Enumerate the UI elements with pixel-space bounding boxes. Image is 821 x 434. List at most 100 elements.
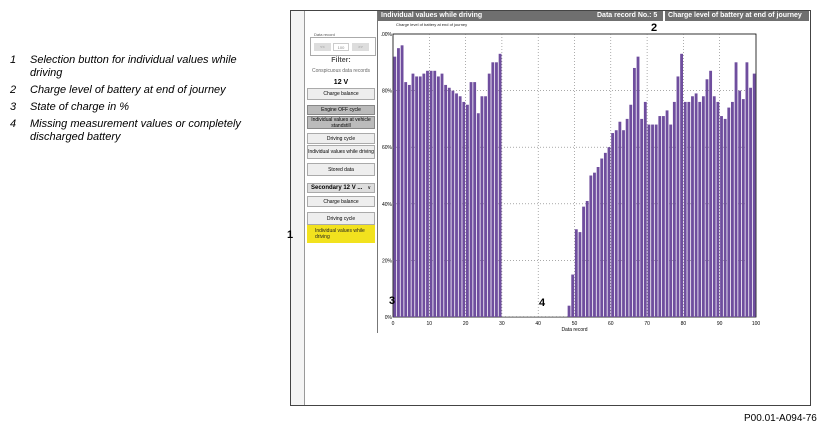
data-bar <box>585 200 589 317</box>
data-bar <box>643 101 647 317</box>
missing-value-marker <box>505 316 509 317</box>
data-bar <box>730 101 734 317</box>
data-bar <box>723 118 727 318</box>
data-bar <box>611 133 615 317</box>
callout-1: 1 <box>287 229 294 241</box>
data-bar <box>691 96 694 317</box>
data-bar <box>484 96 487 317</box>
x-tick-label: 30 <box>499 321 505 327</box>
data-bar <box>589 175 593 317</box>
data-bar <box>447 87 451 318</box>
data-bar <box>694 93 698 318</box>
data-bar <box>614 130 618 317</box>
engine-off-cycle-button[interactable]: Engine OFF cycle <box>307 105 375 115</box>
data-bar <box>716 101 720 317</box>
data-bar <box>451 90 455 317</box>
conspicuous-records-link[interactable]: Conspicuous data records <box>311 68 371 74</box>
record-number-field[interactable]: 100 <box>333 43 349 51</box>
missing-value-marker <box>516 316 520 317</box>
y-tick-label: 80% <box>382 89 393 95</box>
x-tick-label: 80 <box>681 321 687 327</box>
next-record-button[interactable]: >> <box>352 43 369 51</box>
legend-number: 2 <box>10 84 17 96</box>
chart-header: Individual values while driving Data rec… <box>378 11 809 21</box>
data-record-selector: Data record << 100 >> <box>310 32 376 56</box>
previous-record-button[interactable]: << <box>314 43 331 51</box>
figure-code: P00.01-A094-76 <box>744 413 817 424</box>
data-bar <box>654 124 658 317</box>
data-bar <box>625 118 629 318</box>
data-bar <box>636 56 640 317</box>
data-record-number: Data record No.: 5 <box>597 12 658 19</box>
y-tick-label: 100% <box>381 32 393 38</box>
data-bar <box>578 232 582 317</box>
legend-number: 4 <box>10 118 17 130</box>
x-tick-label: 70 <box>644 321 650 327</box>
legend-text: Missing measurement values or completely… <box>30 118 241 143</box>
missing-value-marker <box>531 316 535 317</box>
data-bar <box>618 121 622 317</box>
missing-value-marker <box>513 316 517 317</box>
data-bar <box>687 101 691 317</box>
data-bar <box>397 48 400 318</box>
secondary-select-label: Secondary 12 V ... <box>311 185 363 191</box>
missing-value-marker <box>542 316 546 317</box>
data-bar <box>407 84 411 317</box>
stored-data-button[interactable]: Stored data <box>307 163 375 176</box>
callout-3: 3 <box>389 295 396 307</box>
data-bar <box>709 70 713 317</box>
data-bar <box>727 107 731 317</box>
data-bar <box>603 152 607 317</box>
missing-value-marker <box>502 316 506 317</box>
missing-value-marker <box>534 316 538 317</box>
sidebar: Data record << 100 >> Filter: Conspicuou… <box>305 11 378 333</box>
data-bar <box>752 73 756 317</box>
data-bar <box>705 79 709 317</box>
data-bar <box>418 76 422 317</box>
x-tick-label: 10 <box>427 321 433 327</box>
data-bar <box>582 206 585 317</box>
missing-value-marker <box>527 316 531 317</box>
screenshot-frame: Data record << 100 >> Filter: Conspicuou… <box>287 10 811 406</box>
missing-value-marker <box>549 316 553 317</box>
secondary-driving-cycle-button[interactable]: Driving cycle <box>307 212 375 225</box>
callout-4: 4 <box>539 297 546 309</box>
data-bar <box>426 70 429 317</box>
left-strip <box>291 11 305 405</box>
voltage-label: 12 V <box>333 79 349 86</box>
legend-item: 2 Charge level of battery at end of jour… <box>10 84 272 97</box>
data-bar <box>458 96 462 317</box>
x-axis-label: Data record <box>561 327 587 333</box>
data-bar <box>404 82 408 317</box>
data-bar <box>480 96 484 317</box>
individual-values-standstill-button[interactable]: Individual values at vehicle standstill <box>307 116 375 129</box>
data-bar <box>665 110 669 317</box>
driving-cycle-button[interactable]: Driving cycle <box>307 133 375 144</box>
secondary-charge-balance-button[interactable]: Charge balance <box>307 196 375 207</box>
x-tick-label: 20 <box>463 321 469 327</box>
data-bar <box>574 229 578 317</box>
legend-number: 3 <box>10 101 17 113</box>
legend-number: 1 <box>10 54 17 66</box>
x-tick-label: 90 <box>717 321 723 327</box>
data-bar <box>567 305 571 317</box>
data-record-title: Data record <box>313 32 336 37</box>
data-bar <box>640 118 644 318</box>
data-bar <box>433 70 437 317</box>
missing-value-marker <box>509 316 513 317</box>
data-bar <box>593 172 596 317</box>
secondary-individual-values-driving-button[interactable]: Individual values while driving <box>307 225 375 243</box>
charge-balance-button[interactable]: Charge balance <box>307 88 375 100</box>
data-bar <box>741 99 745 317</box>
secondary-battery-select[interactable]: Secondary 12 V ... ∨ <box>307 183 375 193</box>
legend-item: 3 State of charge in % <box>10 101 272 114</box>
data-bar <box>444 84 448 317</box>
data-bar <box>647 124 651 317</box>
legend-item: 1 Selection button for individual values… <box>10 54 272 80</box>
data-bar <box>712 96 716 317</box>
data-bar <box>749 87 752 318</box>
missing-value-marker <box>560 316 564 317</box>
individual-values-driving-button[interactable]: Individual values while driving <box>307 145 375 159</box>
data-bar <box>465 104 469 317</box>
header-title: Individual values while driving <box>381 12 483 19</box>
